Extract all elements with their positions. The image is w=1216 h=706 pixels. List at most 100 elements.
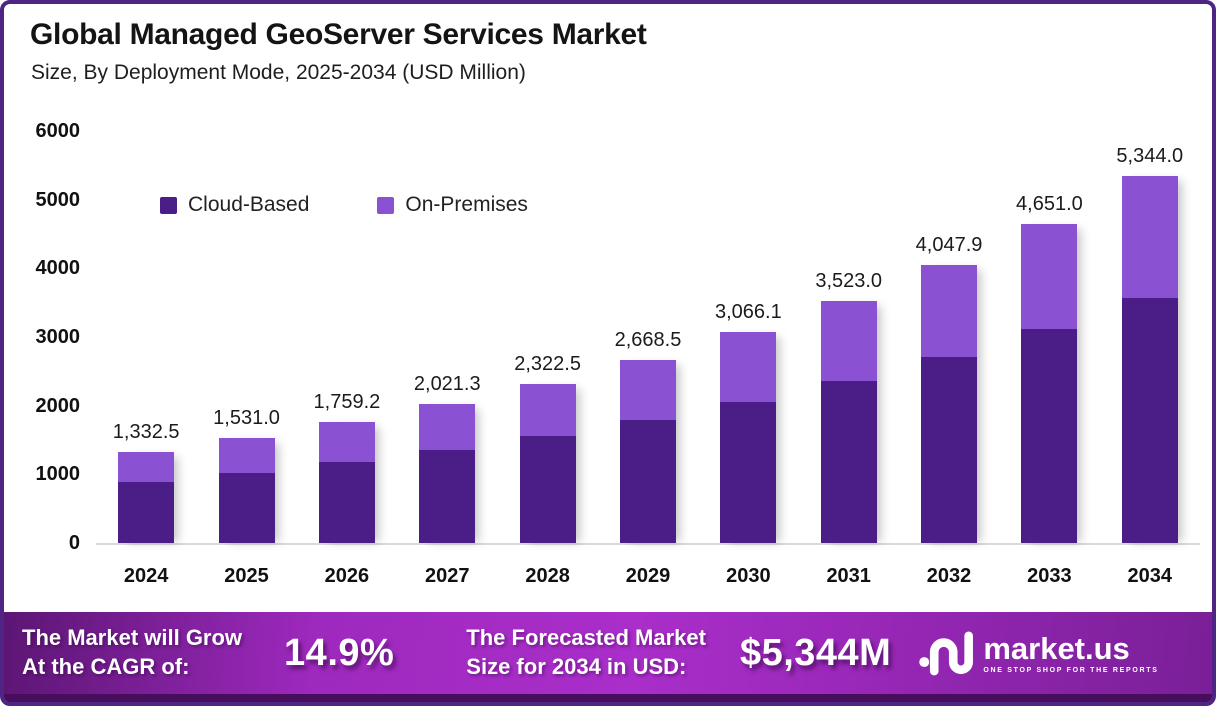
bar-group: 1,332.5 2024 [96,131,196,587]
bar-segment-on-premises [720,332,777,403]
cagr-label-line2: At the CAGR of: [22,654,190,679]
bar-group: 1,759.2 2026 [297,131,397,587]
bars-container: 1,332.5 2024 1,531.0 2025 1,759.2 2026 2,021.3… [96,131,1200,587]
bar-segment-on-premises [318,422,375,463]
bar-segment-on-premises [820,301,877,382]
stacked-bar [218,437,275,543]
bar-segment-cloud-based [619,420,676,543]
bar-value-label: 3,523.0 [815,270,883,293]
bar-value-label: 2,021.3 [413,373,481,396]
cagr-value: 14.9% [284,631,395,674]
y-axis-tick: 6000 [35,120,81,142]
bar-segment-cloud-based [1021,329,1078,543]
y-axis-tick: 4000 [35,257,81,280]
cagr-label-line1: The Market will Grow [22,625,243,651]
x-axis-label: 2024 [123,565,169,587]
bar-value-label: 4,651.0 [1016,192,1083,215]
bar-group: 3,523.0 2031 [799,131,899,587]
bar-value-label: 1,759.2 [313,391,381,414]
cagr-label: The Market will Grow At the CAGR of: [22,624,242,681]
bar-group: 2,021.3 2027 [397,131,497,587]
legend-label: On-Premises [405,193,528,216]
bar-value-label: 5,344.0 [1116,145,1184,168]
brand-tagline: ONE STOP SHOP FOR THE REPORTS [983,666,1159,674]
bar-value-label: 3,066.1 [714,301,782,324]
plot-area: 1,332.5 2024 1,531.0 2025 1,759.2 2026 2,021.3… [96,131,1200,587]
legend-swatch [377,196,395,214]
legend-label: Cloud-Based [188,193,310,216]
bar-value-label: 2,322.5 [514,352,581,375]
bar-segment-cloud-based [921,357,978,543]
bar-segment-on-premises [1021,223,1078,330]
x-axis-label: 2034 [1127,565,1173,587]
bar-segment-on-premises [218,437,275,473]
bar-group: 2,668.5 2029 [598,131,698,587]
bar-segment-on-premises [1121,176,1178,298]
bar-segment-on-premises [419,404,476,451]
bar-segment-on-premises [921,265,978,358]
forecast-label: The Forecasted Market Size for 2034 in U… [466,624,706,681]
page-title: Global Managed GeoServer Services Market [30,18,647,51]
bar-group: 5,344.0 2034 [1100,131,1200,587]
y-axis-tick: 2000 [35,394,81,417]
stacked-bar [820,301,877,543]
y-axis-tick: 5000 [35,188,81,211]
bar-segment-on-premises [519,383,576,437]
y-axis-tick: 3000 [35,326,81,348]
marketus-logo-icon [919,631,974,676]
stacked-bar [720,332,777,543]
bar-value-label: 1,332.5 [112,420,180,443]
page-subtitle: Size, By Deployment Mode, 2025-2034 (USD… [31,61,526,84]
bar-segment-on-premises [619,359,676,421]
brand-lockup: market.us ONE STOP SHOP FOR THE REPORTS [917,624,1158,682]
bar-segment-cloud-based [519,436,576,543]
legend-swatch [160,196,177,214]
stacked-bar [419,404,476,543]
x-axis-label: 2030 [726,565,771,587]
bar-value-label: 2,668.5 [614,328,682,351]
bar-segment-cloud-based [820,381,877,543]
stacked-bar [1021,223,1078,543]
bar-group: 4,047.9 2032 [899,131,999,587]
bar-segment-cloud-based [318,462,375,543]
bar-value-label: 1,531.0 [213,406,280,429]
legend: Cloud-Based On-Premises [160,193,528,217]
bar-segment-cloud-based [1121,297,1178,543]
stacked-bar [619,359,676,543]
y-axis-tick: 1000 [35,463,81,486]
forecast-label-line2: Size for 2034 in USD: [466,654,687,679]
legend-item: Cloud-Based [160,193,309,217]
x-axis-baseline [96,543,1200,545]
bar-group: 3,066.1 2030 [698,131,798,587]
bar-value-label: 4,047.9 [915,234,983,257]
stacked-bar [921,265,978,543]
bar-segment-cloud-based [419,450,476,543]
brand-text: market.us ONE STOP SHOP FOR THE REPORTS [983,633,1158,674]
x-axis-label: 2031 [826,565,871,587]
x-axis-label: 2025 [224,565,269,587]
x-axis-label: 2028 [525,565,570,587]
x-axis-label: 2026 [324,565,370,587]
stacked-bar [519,383,576,543]
stacked-bar [1121,176,1178,543]
x-axis-label: 2027 [425,565,470,587]
stacked-bar [118,451,175,543]
brand-name: market.us [983,630,1130,666]
forecast-value: $5,344M [739,631,892,674]
bar-segment-cloud-based [118,481,175,543]
y-axis-tick: 0 [68,532,80,554]
x-axis-label: 2033 [1027,565,1072,587]
forecast-label-line1: The Forecasted Market [466,625,706,651]
stacked-bar [318,422,375,543]
bar-segment-cloud-based [218,472,275,543]
bar-group: 2,322.5 2028 [497,131,597,587]
bar-group: 1,531.0 2025 [196,131,296,587]
bar-segment-on-premises [118,451,175,482]
legend-item: On-Premises [377,193,528,217]
footer-banner: The Market will Grow At the CAGR of: 14.… [4,612,1212,702]
x-axis-label: 2029 [625,565,671,587]
bar-segment-cloud-based [720,402,777,543]
x-axis-label: 2032 [926,565,972,587]
bar-group: 4,651.0 2033 [999,131,1099,587]
